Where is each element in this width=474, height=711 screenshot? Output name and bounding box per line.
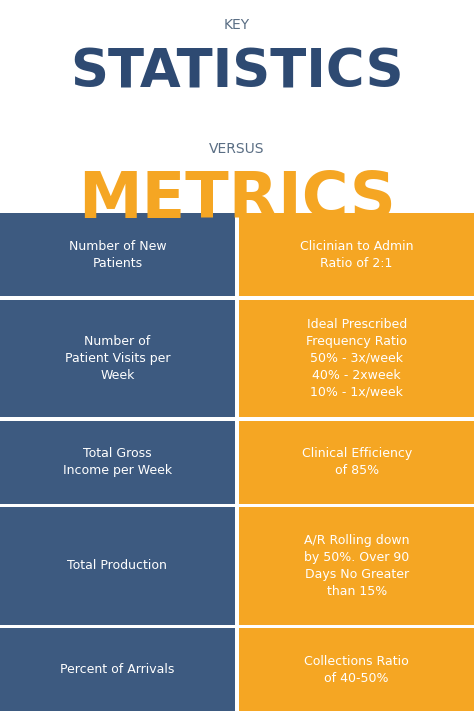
Text: Clinical Efficiency
of 85%: Clinical Efficiency of 85% bbox=[301, 447, 412, 477]
Bar bbox=[239, 300, 474, 417]
Text: Total Production: Total Production bbox=[67, 560, 167, 572]
Text: Collections Ratio
of 40-50%: Collections Ratio of 40-50% bbox=[304, 655, 409, 685]
Bar bbox=[0, 628, 235, 711]
Bar bbox=[239, 628, 474, 711]
Text: VERSUS: VERSUS bbox=[209, 142, 265, 156]
Bar bbox=[0, 300, 235, 417]
Bar bbox=[0, 213, 235, 296]
Text: KEY: KEY bbox=[224, 18, 250, 32]
Bar bbox=[239, 507, 474, 624]
Text: Number of
Patient Visits per
Week: Number of Patient Visits per Week bbox=[64, 335, 170, 382]
Text: Number of New
Patients: Number of New Patients bbox=[69, 240, 166, 269]
Text: METRICS: METRICS bbox=[78, 169, 396, 231]
Bar bbox=[239, 213, 474, 296]
Text: Percent of Arrivals: Percent of Arrivals bbox=[60, 663, 174, 676]
Text: Ideal Prescribed
Frequency Ratio
50% - 3x/week
40% - 2xweek
10% - 1x/week: Ideal Prescribed Frequency Ratio 50% - 3… bbox=[306, 318, 407, 399]
Text: A/R Rolling down
by 50%. Over 90
Days No Greater
than 15%: A/R Rolling down by 50%. Over 90 Days No… bbox=[304, 534, 410, 598]
Text: STATISTICS: STATISTICS bbox=[70, 46, 404, 98]
Bar bbox=[0, 421, 235, 503]
Bar bbox=[239, 421, 474, 503]
Bar bbox=[0, 507, 235, 624]
Text: Clicinian to Admin
Ratio of 2:1: Clicinian to Admin Ratio of 2:1 bbox=[300, 240, 413, 269]
Text: Total Gross
Income per Week: Total Gross Income per Week bbox=[63, 447, 172, 477]
